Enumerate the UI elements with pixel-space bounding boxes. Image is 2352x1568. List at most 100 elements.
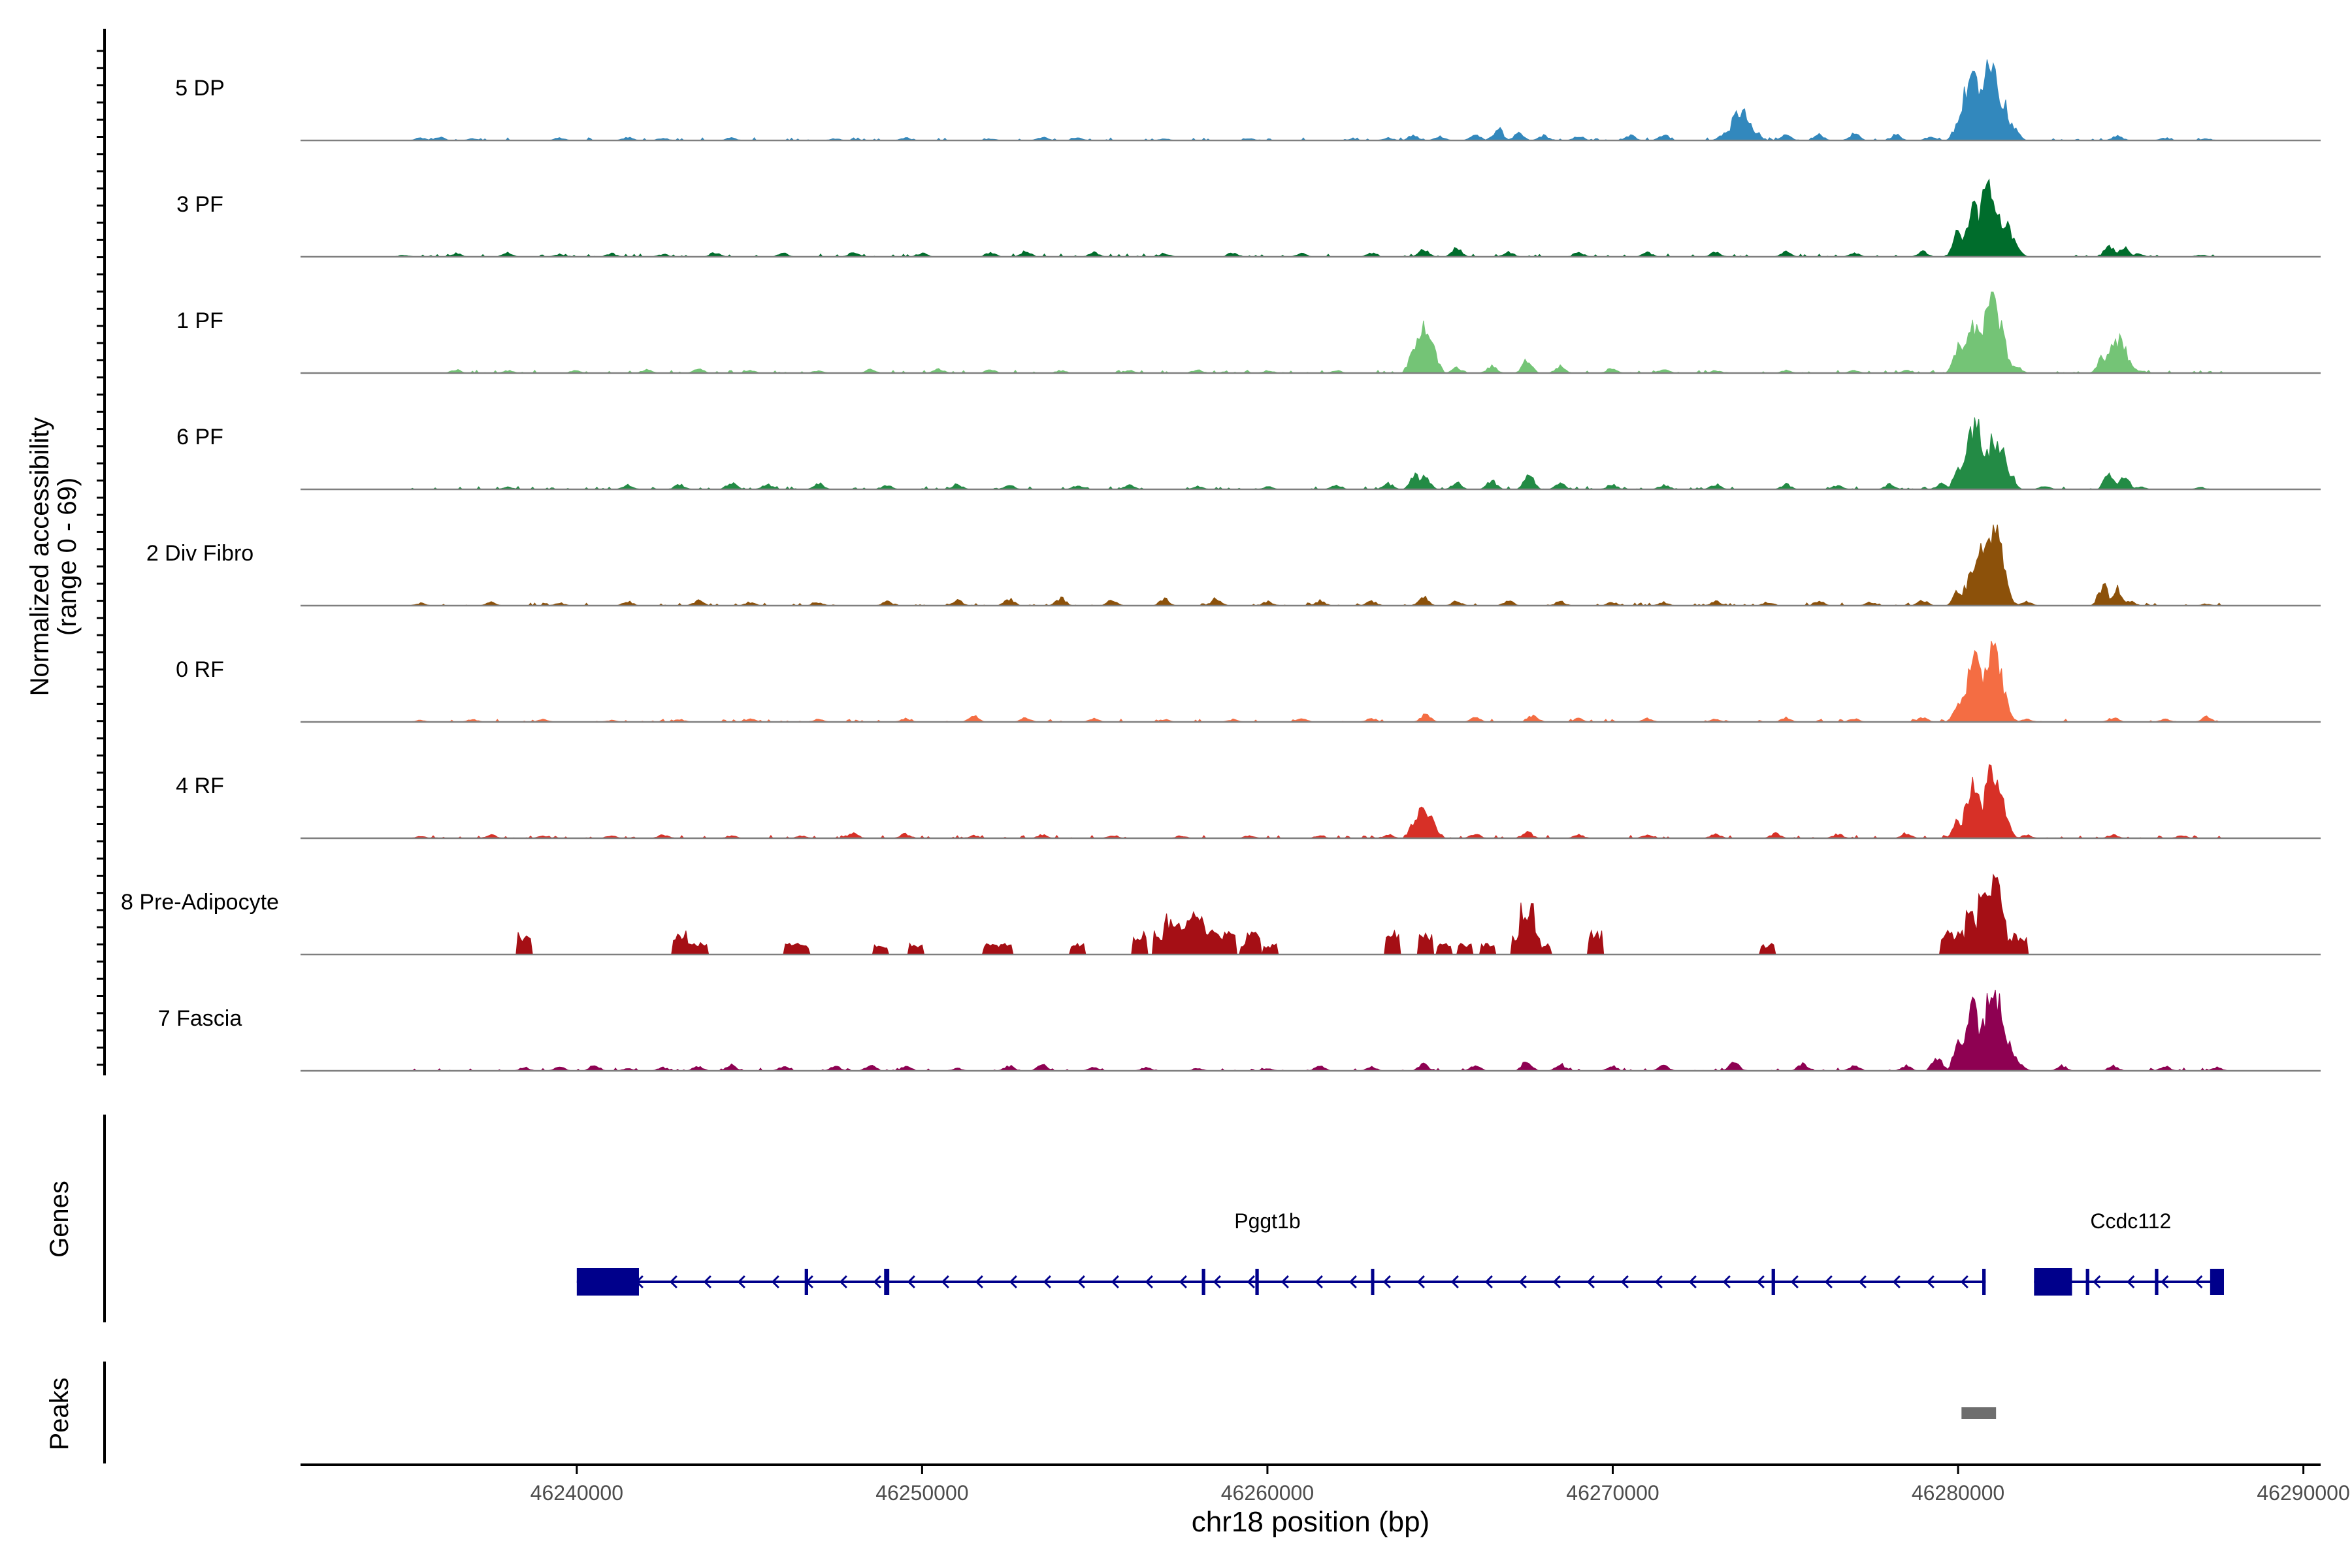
strand-arrow xyxy=(975,1275,983,1289)
track-label: 2 Div Fibro xyxy=(146,541,253,566)
strand-arrow xyxy=(873,1275,881,1289)
gene-label: Pggt1b xyxy=(1234,1209,1300,1233)
gene-exon xyxy=(1771,1269,1775,1295)
track-0-rf: 0 RF xyxy=(176,640,2321,723)
gene-exon xyxy=(2034,1268,2072,1296)
track-coverage-area xyxy=(301,59,2321,141)
strand-arrow xyxy=(1009,1275,1017,1289)
gene-pggt1b: Pggt1b xyxy=(576,1209,1986,1296)
strand-arrow xyxy=(1213,1275,1221,1289)
gene-exon xyxy=(576,1268,639,1296)
strand-arrow xyxy=(1960,1275,1968,1289)
track-label: 4 RF xyxy=(176,774,224,798)
strand-arrow xyxy=(1824,1275,1833,1289)
strand-arrow xyxy=(1247,1275,1255,1289)
x-tick-label: 46270000 xyxy=(1566,1481,1659,1505)
track-coverage-area xyxy=(301,989,2321,1071)
strand-arrow xyxy=(1281,1275,1289,1289)
y-axis-title-line2: (range 0 - 69) xyxy=(53,478,82,636)
peaks-panel-label: Peaks xyxy=(45,1377,74,1450)
track-1-pf: 1 PF xyxy=(176,291,2321,374)
track-2-div-fibro: 2 Div Fibro xyxy=(146,524,2321,607)
strand-arrow xyxy=(1484,1275,1493,1289)
strand-arrow xyxy=(1654,1275,1663,1289)
track-label: 6 PF xyxy=(176,425,223,449)
gene-exon xyxy=(2155,1269,2159,1295)
gene-exon xyxy=(804,1269,808,1295)
genes-panel-label: Genes xyxy=(45,1181,74,1258)
track-coverage-area xyxy=(301,764,2321,839)
strand-arrow xyxy=(1077,1275,1085,1289)
strand-arrow xyxy=(2195,1275,2203,1289)
gene-exon xyxy=(2085,1269,2089,1295)
strand-arrow xyxy=(703,1275,711,1289)
strand-arrow xyxy=(1348,1275,1357,1289)
x-axis-title: chr18 position (bp) xyxy=(1192,1506,1429,1538)
strand-arrow xyxy=(1926,1275,1935,1289)
strand-arrow xyxy=(1382,1275,1391,1289)
strand-arrow xyxy=(1756,1275,1765,1289)
strand-arrow xyxy=(1043,1275,1051,1289)
coverage-tracks: 5 DP 3 PF 1 PF 6 PF 2 Div Fibro 0 RF 4 RF 8 Pre… xyxy=(121,59,2321,1072)
strand-arrow xyxy=(1552,1275,1561,1289)
track-coverage-area xyxy=(301,640,2321,723)
x-tick-label: 46250000 xyxy=(875,1481,968,1505)
strand-arrow xyxy=(1790,1275,1799,1289)
strand-arrow xyxy=(1450,1275,1459,1289)
track-coverage-area xyxy=(301,178,2321,257)
peak-regions xyxy=(1961,1407,1997,1419)
strand-arrow xyxy=(1722,1275,1731,1289)
track-3-pf: 3 PF xyxy=(176,178,2321,258)
y-axis-title-line1: Normalized accessibility xyxy=(25,417,54,696)
track-coverage-area xyxy=(301,524,2321,606)
peak-bar xyxy=(1961,1407,1997,1419)
strand-arrow xyxy=(839,1275,847,1289)
strand-arrow xyxy=(907,1275,915,1289)
x-tick-label: 46260000 xyxy=(1221,1481,1314,1505)
x-tick-label: 46280000 xyxy=(1912,1481,2004,1505)
track-label: 5 DP xyxy=(175,76,225,101)
strand-arrow xyxy=(737,1275,745,1289)
track-6-pf: 6 PF xyxy=(176,417,2321,491)
gene-exon xyxy=(884,1269,890,1295)
track-coverage-area xyxy=(301,873,2321,955)
strand-arrow xyxy=(2093,1275,2101,1289)
gene-exon xyxy=(1255,1269,1259,1295)
track-8-pre-adipocyte: 8 Pre-Adipocyte xyxy=(121,873,2321,956)
gene-label: Ccdc112 xyxy=(2090,1209,2171,1233)
strand-arrow xyxy=(1416,1275,1425,1289)
strand-arrow xyxy=(1858,1275,1867,1289)
track-label: 1 PF xyxy=(176,308,223,333)
gene-exon xyxy=(1982,1269,1986,1295)
track-coverage-area xyxy=(301,291,2321,374)
strand-arrow xyxy=(1145,1275,1153,1289)
track-coverage-area xyxy=(301,417,2321,490)
strand-arrow xyxy=(1179,1275,1187,1289)
strand-arrow xyxy=(1315,1275,1323,1289)
strand-arrow xyxy=(1586,1275,1595,1289)
gene-exon xyxy=(1201,1269,1205,1295)
strand-arrow xyxy=(1620,1275,1629,1289)
strand-arrow xyxy=(2127,1275,2135,1289)
coverage-axis-ticks xyxy=(97,50,105,1066)
strand-arrow xyxy=(771,1275,779,1289)
gene-annotations: Pggt1b Ccdc112 xyxy=(576,1209,2225,1296)
track-label: 3 PF xyxy=(176,192,223,217)
strand-arrow xyxy=(941,1275,949,1289)
gene-ccdc112: Ccdc112 xyxy=(2034,1209,2225,1296)
strand-arrow xyxy=(2161,1275,2169,1289)
gene-exon xyxy=(2210,1269,2225,1295)
strand-arrow xyxy=(1688,1275,1697,1289)
strand-arrow xyxy=(1892,1275,1901,1289)
track-4-rf: 4 RF xyxy=(176,764,2321,840)
track-label: 7 Fascia xyxy=(158,1006,242,1031)
track-label: 8 Pre-Adipocyte xyxy=(121,890,279,915)
x-tick-label: 46290000 xyxy=(2257,1481,2349,1505)
track-label: 0 RF xyxy=(176,657,224,682)
track-5-dp: 5 DP xyxy=(175,59,2321,142)
strand-arrow xyxy=(1111,1275,1119,1289)
strand-arrow xyxy=(669,1275,678,1289)
gene-exon xyxy=(1371,1269,1375,1295)
track-7-fascia: 7 Fascia xyxy=(158,989,2321,1072)
